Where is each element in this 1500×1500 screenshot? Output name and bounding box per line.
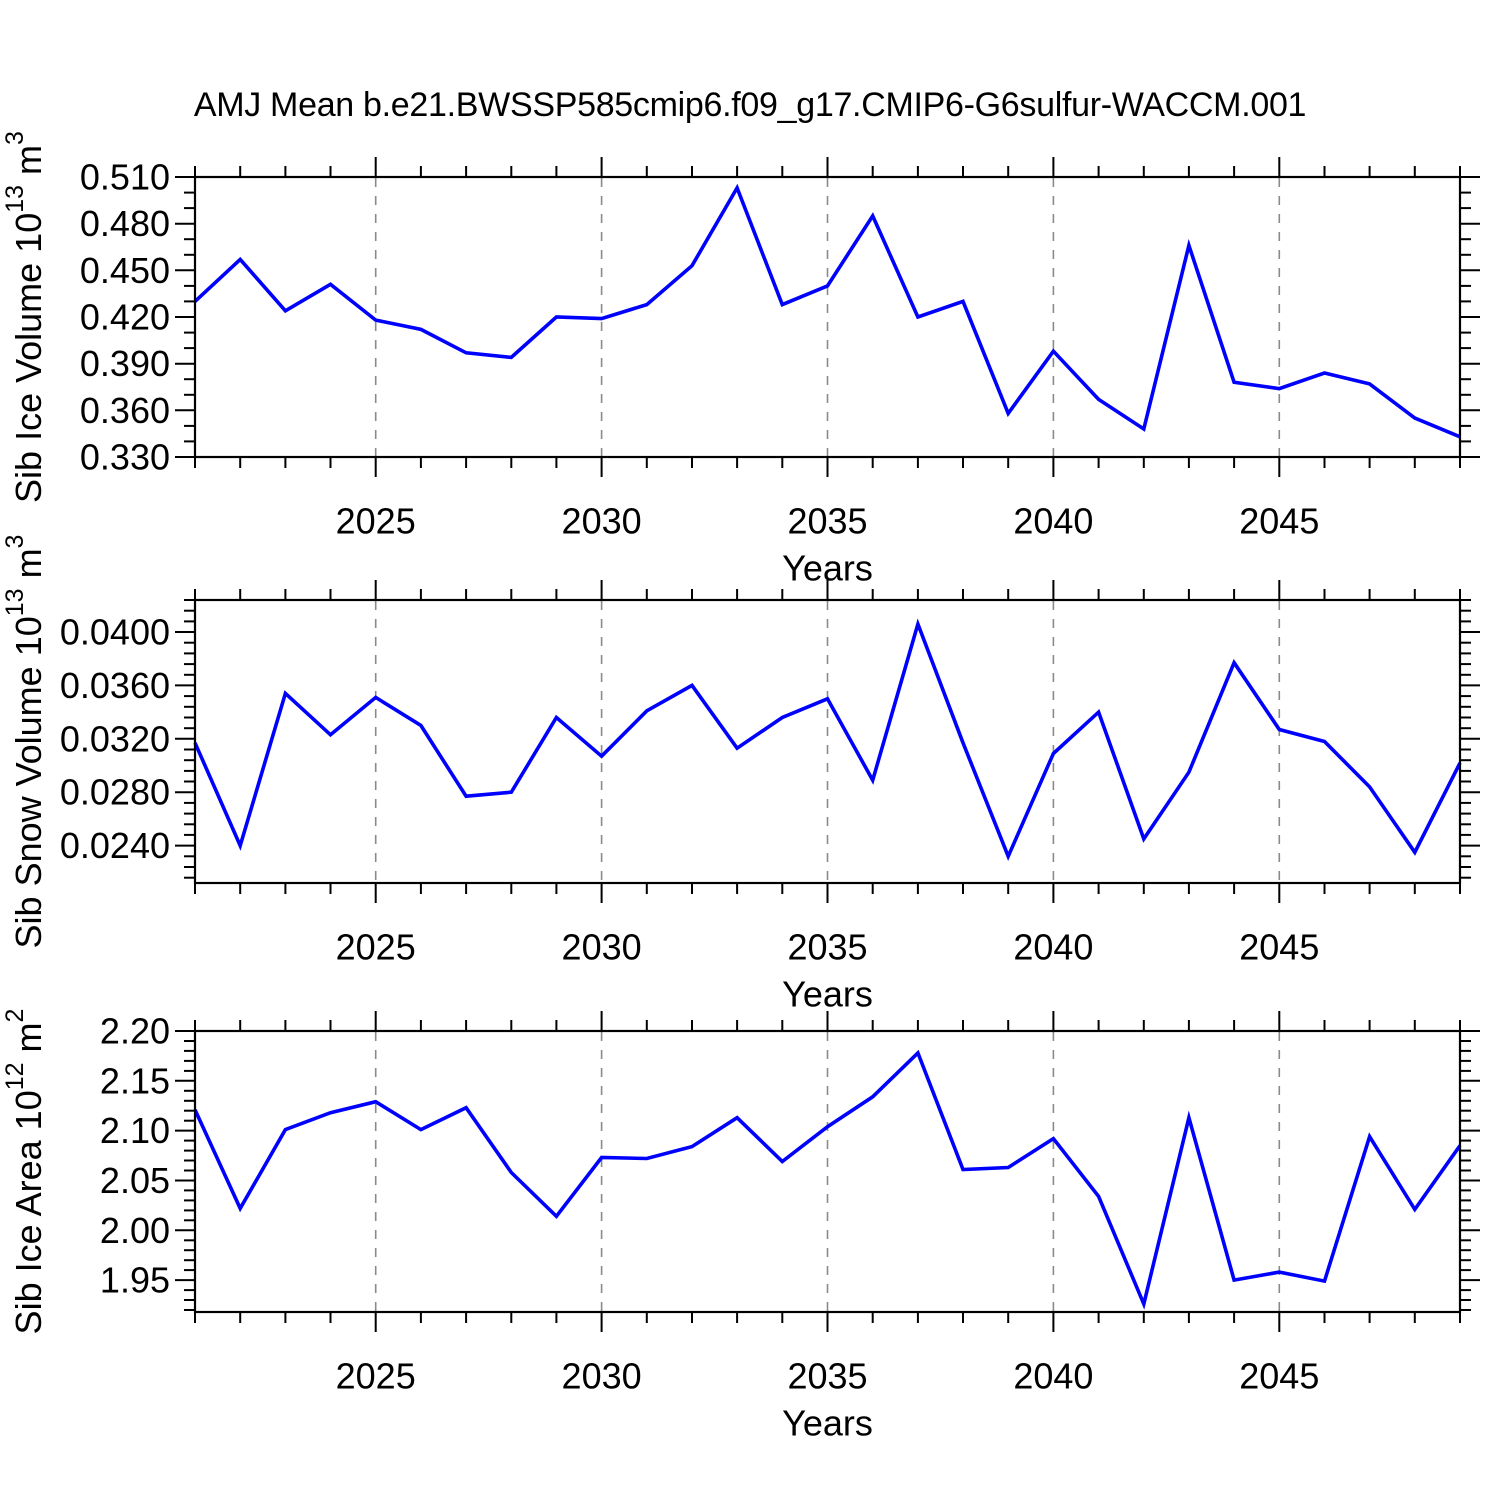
y-tick-label: 0.420 <box>80 297 170 338</box>
y-axis-title: Sib Ice Area 1012 m2 <box>1 1009 49 1335</box>
x-tick-label: 2040 <box>1013 1356 1093 1397</box>
x-tick-label: 2035 <box>787 927 867 968</box>
y-axis-title: Sib Snow Volume 1013 m3 <box>1 535 49 949</box>
y-tick-label: 0.480 <box>80 203 170 244</box>
x-tick-label: 2045 <box>1239 1356 1319 1397</box>
y-tick-label: 0.0320 <box>60 718 170 759</box>
y-tick-label: 0.360 <box>80 390 170 431</box>
x-tick-label: 2035 <box>787 1356 867 1397</box>
x-tick-label: 2025 <box>336 927 416 968</box>
x-tick-label: 2030 <box>562 1356 642 1397</box>
x-tick-label: 2040 <box>1013 501 1093 542</box>
y-tick-label: 2.15 <box>100 1060 170 1101</box>
series-line <box>193 618 1462 861</box>
x-tick-label: 2035 <box>787 501 867 542</box>
x-tick-label: 2045 <box>1239 501 1319 542</box>
y-tick-label: 2.05 <box>100 1160 170 1201</box>
y-tick-label: 0.0240 <box>60 825 170 866</box>
y-tick-label: 2.10 <box>100 1110 170 1151</box>
y-tick-label: 0.0400 <box>60 612 170 653</box>
x-tick-label: 2040 <box>1013 927 1093 968</box>
y-tick-label: 0.390 <box>80 343 170 384</box>
x-tick-label: 2045 <box>1239 927 1319 968</box>
panel-3: 1.95 2.00 2.05 2.10 2.15 2.20 2025 2030 2035 2040… <box>1 1009 1480 1444</box>
y-tick-label: 1.95 <box>100 1260 170 1301</box>
x-tick-label: 2030 <box>562 927 642 968</box>
x-axis-title: Years <box>782 974 873 1015</box>
x-tick-label: 2025 <box>336 501 416 542</box>
x-tick-label: 2030 <box>562 501 642 542</box>
y-tick-label: 0.0280 <box>60 772 170 813</box>
chart-title: AMJ Mean b.e21.BWSSP585cmip6.f09_g17.CMI… <box>193 86 1307 124</box>
x-tick-label: 2025 <box>336 1356 416 1397</box>
panel-2: 0.0240 0.0280 0.0320 0.0360 0.0400 2025 2030 20… <box>1 535 1480 1015</box>
y-tick-label: 0.330 <box>80 437 170 478</box>
y-tick-label: 0.510 <box>80 157 170 198</box>
panel-1: 0.330 0.360 0.390 0.420 0.450 0.480 0.510 2025 2… <box>1 131 1480 589</box>
y-tick-label: 2.00 <box>100 1210 170 1251</box>
y-axis-title: Sib Ice Volume 1013 m3 <box>1 131 49 503</box>
y-tick-label: 0.0360 <box>60 665 170 706</box>
series-line <box>193 183 1461 439</box>
x-axis-title: Years <box>782 1403 873 1444</box>
y-tick-label: 0.450 <box>80 250 170 291</box>
series-line <box>193 1049 1462 1310</box>
y-tick-label: 2.20 <box>100 1011 170 1052</box>
